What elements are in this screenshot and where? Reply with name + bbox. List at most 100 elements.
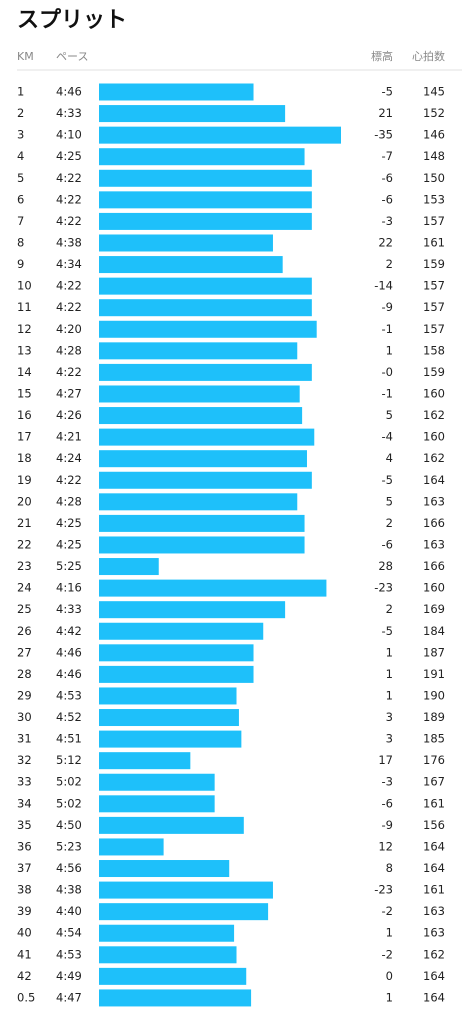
pace: 4:38 (56, 883, 82, 897)
km: 34 (17, 796, 32, 810)
pace-bar (99, 730, 242, 748)
pace-bar (99, 622, 264, 640)
heart-rate: 163 (423, 926, 445, 940)
km: 40 (17, 926, 32, 940)
pace: 4:22 (56, 365, 82, 379)
elevation: 8 (386, 861, 393, 875)
pace: 4:53 (56, 688, 82, 702)
heart-rate: 167 (423, 775, 445, 789)
pace: 4:33 (56, 106, 82, 120)
heart-rate: 161 (423, 796, 445, 810)
pace-bar (99, 536, 305, 554)
pace: 4:22 (56, 214, 82, 228)
km: 3 (17, 128, 24, 142)
km: 41 (17, 947, 32, 961)
km: 6 (17, 192, 24, 206)
pace: 5:02 (56, 796, 82, 810)
elevation: 1 (386, 343, 393, 357)
elevation: 1 (386, 926, 393, 940)
pace-bar (99, 924, 235, 942)
elevation: -1 (382, 386, 393, 400)
heart-rate: 189 (423, 710, 445, 724)
heart-rate: 162 (423, 947, 445, 961)
pace-bar (99, 795, 215, 813)
km: 37 (17, 861, 32, 875)
heart-rate: 160 (423, 386, 445, 400)
km: 17 (17, 430, 32, 444)
km: 14 (17, 365, 32, 379)
elevation: -5 (382, 624, 393, 638)
km: 22 (17, 537, 32, 551)
heart-rate: 156 (423, 818, 445, 832)
heart-rate: 191 (423, 667, 445, 681)
elevation: 3 (386, 710, 393, 724)
pace-bar (99, 256, 283, 274)
elevation: -5 (382, 85, 393, 99)
km: 20 (17, 494, 32, 508)
heart-rate: 159 (423, 365, 445, 379)
heart-rate: 162 (423, 408, 445, 422)
km: 11 (17, 300, 32, 314)
pace: 4:21 (56, 430, 82, 444)
heart-rate: 160 (423, 581, 445, 595)
heart-rate: 166 (423, 516, 445, 530)
pace: 4:46 (56, 85, 82, 99)
pace: 4:27 (56, 386, 82, 400)
column-header: ペース (56, 50, 88, 63)
km: 10 (17, 279, 32, 293)
elevation: 22 (378, 235, 393, 249)
pace-bar (99, 967, 247, 985)
pace-bar (99, 105, 286, 123)
elevation: -4 (382, 430, 393, 444)
pace-bar (99, 277, 312, 295)
km: 26 (17, 624, 32, 638)
heart-rate: 153 (423, 192, 445, 206)
pace-bar (99, 191, 312, 209)
pace: 4:25 (56, 516, 82, 530)
pace-bar (99, 709, 239, 727)
pace: 4:22 (56, 192, 82, 206)
pace: 4:22 (56, 300, 82, 314)
heart-rate: 187 (423, 645, 445, 659)
elevation: 1 (386, 688, 393, 702)
heart-rate: 164 (423, 839, 445, 853)
pace: 4:53 (56, 947, 82, 961)
column-header: 標高 (371, 49, 393, 63)
km: 9 (17, 257, 24, 271)
pace: 4:33 (56, 602, 82, 616)
elevation: -0 (382, 365, 393, 379)
km: 36 (17, 839, 32, 853)
heart-rate: 161 (423, 883, 445, 897)
pace: 4:42 (56, 624, 82, 638)
pace-bar (99, 471, 312, 489)
pace-bar (99, 838, 164, 856)
elevation: 0 (386, 969, 393, 983)
heart-rate: 164 (423, 969, 445, 983)
elevation: -23 (374, 581, 393, 595)
pace-bar (99, 644, 254, 662)
pace: 4:10 (56, 128, 82, 142)
pace: 4:28 (56, 343, 82, 357)
pace: 4:20 (56, 322, 82, 336)
elevation: 3 (386, 732, 393, 746)
km: 25 (17, 602, 32, 616)
pace: 4:46 (56, 667, 82, 681)
pace: 4:46 (56, 645, 82, 659)
pace: 4:22 (56, 171, 82, 185)
pace-bar (99, 407, 303, 425)
km: 24 (17, 581, 32, 595)
pace: 4:52 (56, 710, 82, 724)
heart-rate: 184 (423, 624, 445, 638)
pace: 5:02 (56, 775, 82, 789)
pace-bar (99, 860, 230, 878)
pace: 4:49 (56, 969, 82, 983)
km: 19 (17, 473, 32, 487)
pace-bar (99, 903, 269, 921)
elevation: 4 (386, 451, 393, 465)
pace: 4:54 (56, 926, 82, 940)
heart-rate: 190 (423, 688, 445, 702)
km: 32 (17, 753, 32, 767)
elevation: 12 (378, 839, 393, 853)
pace-bar (99, 579, 327, 597)
pace-bar (99, 428, 315, 446)
